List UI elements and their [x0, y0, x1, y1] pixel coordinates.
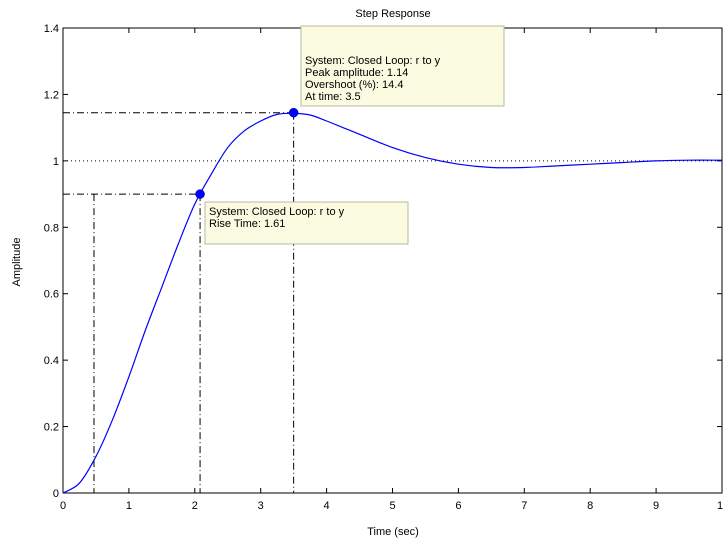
y-tick-label: 1.2 [44, 89, 59, 101]
y-tick-label: 0.4 [44, 355, 59, 367]
x-tick-label: 0 [60, 500, 66, 512]
rise-datatip-line: Rise Time: 1.61 [209, 218, 285, 230]
y-tick-label: 0 [53, 488, 59, 500]
rise-datatip-box [204, 201, 409, 245]
peak-datatip-box [300, 25, 505, 107]
x-tick-label: 2 [192, 500, 198, 512]
step-response-curve [62, 112, 723, 494]
x-tick-label: 9 [653, 500, 659, 512]
x-tick-label: 4 [324, 500, 330, 512]
x-tick-label: 7 [521, 500, 527, 512]
y-tick-label: 1 [53, 156, 59, 168]
chart-title: Step Response [355, 8, 430, 20]
rise-datatip-line: System: Closed Loop: r to y [209, 206, 345, 218]
y-tick-label: 0.2 [44, 422, 59, 434]
peak-datatip-line: Peak amplitude: 1.14 [305, 67, 408, 79]
y-tick-label: 1.4 [44, 23, 59, 35]
x-tick-label: 3 [258, 500, 264, 512]
x-tick-label: 1 [126, 500, 132, 512]
peak-marker-dot [288, 107, 299, 118]
peak-datatip-line: Overshoot (%): 14.4 [305, 79, 403, 91]
x-axis-label: Time (sec) [367, 526, 419, 538]
peak-datatip-line: At time: 3.5 [305, 91, 361, 103]
rise-marker-dot [195, 189, 205, 199]
y-tick-label: 0.8 [44, 222, 59, 234]
x-tick-label: 6 [455, 500, 461, 512]
x-tick-label: 8 [587, 500, 593, 512]
peak-datatip-line: System: Closed Loop: r to y [305, 55, 441, 67]
x-tick-label: 5 [389, 500, 395, 512]
y-tick-label: 0.6 [44, 289, 59, 301]
x-tick-label: 1 [717, 500, 723, 512]
y-axis-label: Amplitude [11, 238, 23, 287]
